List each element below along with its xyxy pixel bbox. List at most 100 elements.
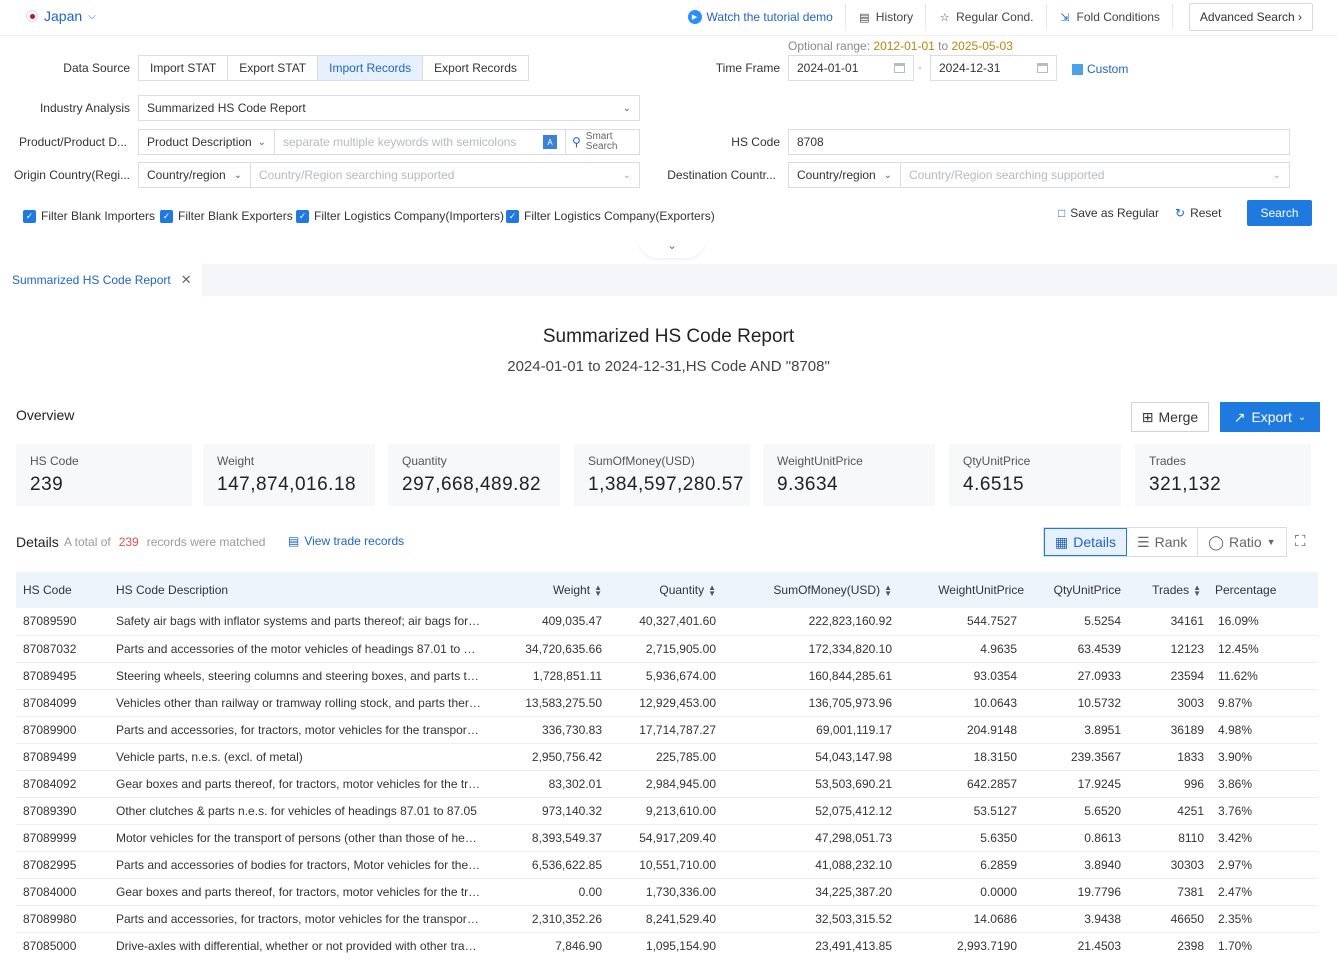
cell-sum-money: 47,298,051.73 xyxy=(723,824,899,852)
export-button[interactable]: ↗ Export ⌄ xyxy=(1220,402,1320,432)
save-regular-button[interactable]: □ Save as Regular xyxy=(1058,206,1159,220)
table-row[interactable]: 87089980 Parts and accessories, for tract… xyxy=(16,905,1318,933)
cell-weight-unit-price: 4.9635 xyxy=(899,635,1031,663)
country-selector[interactable]: Japan ⌵ xyxy=(26,8,96,24)
tab-summarized-report[interactable]: Summarized HS Code Report ✕ xyxy=(0,264,202,296)
sort-icon[interactable]: ▲ ▼ xyxy=(708,582,716,598)
checkbox-checked-icon[interactable]: ✓ xyxy=(296,209,309,223)
col-sum-money[interactable]: SumOfMoney(USD) ▲ ▼ xyxy=(723,572,899,608)
col-weight[interactable]: Weight ▲ ▼ xyxy=(489,572,609,608)
data-source-import-stat[interactable]: Import STAT xyxy=(139,56,229,80)
custom-button[interactable]: Custom xyxy=(1072,62,1128,76)
fold-conditions-link[interactable]: ⇲ Fold Conditions xyxy=(1047,4,1173,30)
fullscreen-icon[interactable]: ⛶ xyxy=(1295,533,1306,550)
table-row[interactable]: 87089499 Vehicle parts, n.e.s. (excl. of … xyxy=(16,743,1318,771)
translate-icon[interactable]: A xyxy=(543,135,557,149)
hs-code-input[interactable]: 8708 xyxy=(788,129,1290,155)
cell-qty-unit-price: 3.8951 xyxy=(1031,716,1128,744)
history-label: History xyxy=(875,10,914,24)
optional-range-label: Optional range xyxy=(788,39,867,53)
view-trade-records-link[interactable]: ▤ View trade records xyxy=(288,534,404,548)
col-sum-money-label: SumOfMoney(USD) xyxy=(773,583,881,597)
dest-type-select[interactable]: Country/region ⌄ xyxy=(788,162,901,188)
advanced-search-button[interactable]: Advanced Search › xyxy=(1188,3,1313,31)
view-ratio-label: Ratio xyxy=(1228,534,1262,550)
cell-weight-unit-price: 6.2859 xyxy=(899,851,1031,879)
table-row[interactable]: 87089999 Motor vehicles for the transport… xyxy=(16,824,1318,852)
cell-sum-money: 32,503,315.52 xyxy=(723,905,899,933)
cell-description: Parts and accessories, for tractors, mot… xyxy=(109,716,489,744)
industry-select[interactable]: Summarized HS Code Report ⌄ xyxy=(138,95,640,121)
data-source-export-stat[interactable]: Export STAT xyxy=(228,56,319,80)
checkbox-checked-icon[interactable]: ✓ xyxy=(506,209,519,223)
data-source-import-records[interactable]: Import Records xyxy=(318,56,424,80)
records-icon: ▤ xyxy=(288,534,300,548)
cell-percentage: 2.35% xyxy=(1208,905,1318,933)
tutorial-link[interactable]: ▶ Watch the tutorial demo xyxy=(676,4,846,30)
time-to-input[interactable]: 2024-12-31 xyxy=(930,55,1057,81)
stat-key: HS Code xyxy=(30,454,79,468)
dest-country-input[interactable]: Country/Region searching supported ⌄ xyxy=(900,162,1290,188)
time-from-input[interactable]: 2024-01-01 xyxy=(788,55,914,81)
cell-qty-unit-price: 5.5254 xyxy=(1031,608,1128,636)
caret-down-icon: ▼ xyxy=(1266,537,1276,547)
table-row[interactable]: 87089495 Steering wheels, steering column… xyxy=(16,662,1318,690)
product-type-select[interactable]: Product Description ⌄ xyxy=(138,129,275,155)
regular-cond-link[interactable]: ☆ Regular Cond. xyxy=(926,4,1047,30)
table-row[interactable]: 87089590 Safety air bags with inflator sy… xyxy=(16,608,1318,636)
cell-percentage: 4.98% xyxy=(1208,716,1318,744)
table-row[interactable]: 87089390 Other clutches & parts n.e.s. fo… xyxy=(16,797,1318,825)
cell-weight-unit-price: 93.0354 xyxy=(899,662,1031,690)
table-row[interactable]: 87084000 Gear boxes and parts thereof, fo… xyxy=(16,878,1318,906)
col-trades[interactable]: Trades ▲ ▼ xyxy=(1128,572,1208,608)
reset-button[interactable]: ↻ Reset xyxy=(1175,206,1221,220)
cell-percentage: 3.42% xyxy=(1208,824,1318,852)
checkbox-checked-icon[interactable]: ✓ xyxy=(23,209,36,223)
view-details-button[interactable]: ▦ Details xyxy=(1044,528,1128,556)
cell-trades: 7381 xyxy=(1128,878,1208,906)
view-ratio-button[interactable]: ◯ Ratio ▼ xyxy=(1198,528,1285,556)
cell-percentage: 2.47% xyxy=(1208,878,1318,906)
col-quantity[interactable]: Quantity ▲ ▼ xyxy=(609,572,723,608)
merge-button[interactable]: ⊞ Merge xyxy=(1131,402,1209,432)
origin-country-input[interactable]: Country/Region searching supported ⌄ xyxy=(250,162,640,188)
cell-trades: 3003 xyxy=(1128,689,1208,717)
smart-search-button[interactable]: ⚲ Smart Search xyxy=(565,129,640,155)
cell-qty-unit-price: 17.9245 xyxy=(1031,770,1128,798)
table-row[interactable]: 87084099 Vehicles other than railway or t… xyxy=(16,689,1318,717)
advanced-search-label: Advanced Search xyxy=(1199,10,1295,24)
filter-blank-importers[interactable]: ✓ Filter Blank Importers xyxy=(23,209,155,223)
table-row[interactable]: 87085000 Drive-axles with differential, w… xyxy=(16,932,1318,959)
view-rank-button[interactable]: ☰ Rank xyxy=(1127,528,1199,556)
cell-weight: 83,302.01 xyxy=(489,770,609,798)
filter-logistics-importers[interactable]: ✓ Filter Logistics Company(Importers) xyxy=(296,209,504,223)
merge-icon: ⊞ xyxy=(1141,408,1154,425)
close-icon[interactable]: ✕ xyxy=(180,272,192,287)
cell-percentage: 9.87% xyxy=(1208,689,1318,717)
cell-quantity: 10,551,710.00 xyxy=(609,851,723,879)
dest-placeholder: Country/Region searching supported xyxy=(909,168,1105,182)
product-keywords-input[interactable]: separate multiple keywords with semicolo… xyxy=(274,129,566,155)
sort-icon[interactable]: ▲ ▼ xyxy=(884,582,892,598)
stat-card-qty-unit-price: QtyUnitPrice 4.6515 xyxy=(949,444,1121,506)
history-link[interactable]: ▤ History xyxy=(846,4,927,30)
filter-logistics-exporters[interactable]: ✓ Filter Logistics Company(Exporters) xyxy=(506,209,715,223)
table-row[interactable]: 87089900 Parts and accessories, for tract… xyxy=(16,716,1318,744)
cell-percentage: 1.70% xyxy=(1208,932,1318,959)
checkbox-checked-icon[interactable]: ✓ xyxy=(160,209,173,223)
filter-blank-exporters[interactable]: ✓ Filter Blank Exporters xyxy=(160,209,293,223)
origin-type-select[interactable]: Country/region ⌄ xyxy=(138,162,251,188)
collapse-handle[interactable]: ⌄ xyxy=(638,238,706,258)
cell-description: Parts and accessories of bodies for trac… xyxy=(109,851,489,879)
data-source-export-records[interactable]: Export Records xyxy=(434,61,517,75)
sort-icon[interactable]: ▲ ▼ xyxy=(594,582,602,598)
table-row[interactable]: 87084092 Gear boxes and parts thereof, fo… xyxy=(16,770,1318,798)
search-button[interactable]: Search xyxy=(1247,200,1312,226)
cell-sum-money: 52,075,412.12 xyxy=(723,797,899,825)
cell-weight: 1,728,851.11 xyxy=(489,662,609,690)
origin-label: Origin Country(Regi... xyxy=(13,168,130,182)
table-row[interactable]: 87087032 Parts and accessories of the mot… xyxy=(16,635,1318,663)
table-row[interactable]: 87082995 Parts and accessories of bodies … xyxy=(16,851,1318,879)
sort-icon[interactable]: ▲ ▼ xyxy=(1193,582,1201,598)
stat-card-hs-code: HS Code 239 xyxy=(16,444,192,506)
